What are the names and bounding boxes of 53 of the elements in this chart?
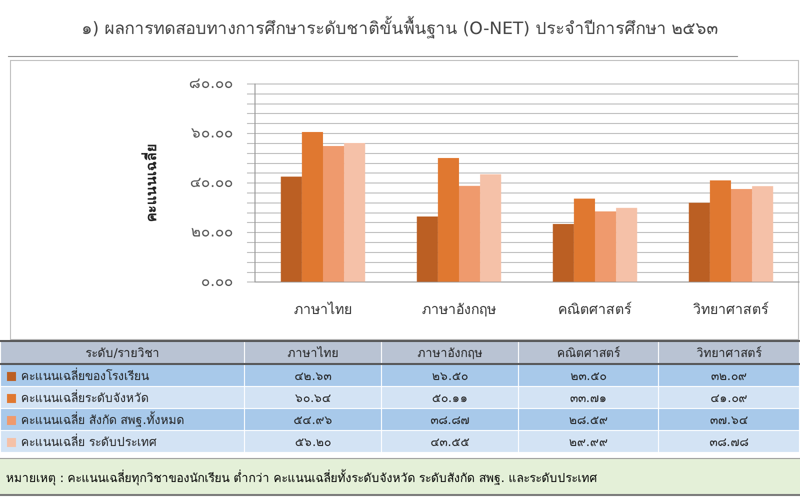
- text: ระดับ/รายวิชา: [0, 341, 245, 364]
- bar: [688, 202, 710, 282]
- bar: [416, 216, 438, 282]
- y-tick-label: ๔๐.๐๐: [190, 172, 233, 191]
- data-label: ๕๐.๑๑: [382, 386, 519, 408]
- bar: [595, 211, 616, 282]
- text: หมายเหตุ : คะแนนเฉลี่ยทุกวิชาของนักเรียน ต่ำกว่า คะแนนเฉลี่ยทั้งระดับจังหวัด ระดับสังกัด สพฐ. และระดับประเทศ: [0, 458, 800, 496]
- bar: [459, 186, 480, 282]
- data-label: ๒๙.๙๙: [518, 430, 658, 452]
- category-label: วิทยาศาสตร์: [696, 346, 762, 360]
- x-tick-label: คณิตศาสตร์: [558, 301, 632, 318]
- legend-label: คะแนนเฉลี่ย ระดับประเทศ: [0, 430, 245, 452]
- data-label: ๒๓.๕๐: [518, 364, 658, 386]
- data-label: ๓๗.๖๔: [658, 408, 800, 430]
- y-tick-label: ๘๐.๐๐: [189, 74, 233, 92]
- data-label: ๔๓.๕๕: [382, 430, 519, 452]
- data-label: ๕๔.๙๖: [244, 408, 382, 430]
- chart-title: ๑) ผลการทดสอบทางการศึกษาระดับชาติขั้นพื้นฐาน (O-NET) ประจำปีการศึกษา ๒๕๖๓: [80, 15, 720, 41]
- bar: [731, 188, 752, 282]
- y-tick-label: ๒๐.๐๐: [191, 222, 233, 241]
- bar: [574, 198, 595, 282]
- x-tick-label: วิทยาศาสตร์: [693, 301, 769, 318]
- bar: [616, 208, 638, 282]
- bar: [438, 158, 459, 282]
- data-label: ๓๘.๘๗: [382, 408, 519, 430]
- bar: [302, 132, 323, 282]
- data-label: ๓๓.๗๑: [518, 386, 658, 408]
- category-label: คณิตศาสตร์: [556, 346, 620, 360]
- data-label: ๒๖.๕๐: [382, 364, 519, 386]
- legend-label: คะแนนเฉลี่ย สังกัด สพฐ.ทั้งหมด: [0, 408, 245, 430]
- bar: [480, 174, 502, 282]
- x-tick-label: ภาษาไทย: [294, 301, 352, 318]
- data-label: ๔๑.๐๙: [658, 386, 800, 408]
- x-tick-label: ภาษาอังกฤษ: [422, 302, 496, 318]
- category-label: ภาษาอังกฤษ: [418, 346, 483, 360]
- legend-label: คะแนนเฉลี่ยของโรงเรียน: [0, 364, 245, 386]
- y-tick-label: ๐.๐๐: [201, 272, 233, 290]
- bar: [552, 224, 574, 282]
- data-label: ๕๖.๒๐: [244, 430, 382, 452]
- y-axis-title: คะแนนเฉลี่ย: [141, 144, 160, 222]
- bar: [752, 186, 774, 282]
- bar: [710, 180, 731, 282]
- bar: [280, 176, 302, 282]
- data-label: ๓๒.๐๙: [658, 364, 800, 386]
- bar: [344, 142, 366, 282]
- legend-label: คะแนนเฉลี่ยระดับจังหวัด: [0, 386, 245, 408]
- category-label: ภาษาไทย: [288, 346, 339, 360]
- bar: [323, 146, 344, 282]
- y-tick-label: ๖๐.๐๐: [191, 123, 233, 142]
- data-label: ๔๒.๖๓: [244, 364, 382, 386]
- data-label: ๒๘.๕๙: [518, 408, 658, 430]
- data-label: ๖๐.๖๔: [244, 386, 382, 408]
- data-label: ๓๘.๗๘: [658, 430, 800, 452]
